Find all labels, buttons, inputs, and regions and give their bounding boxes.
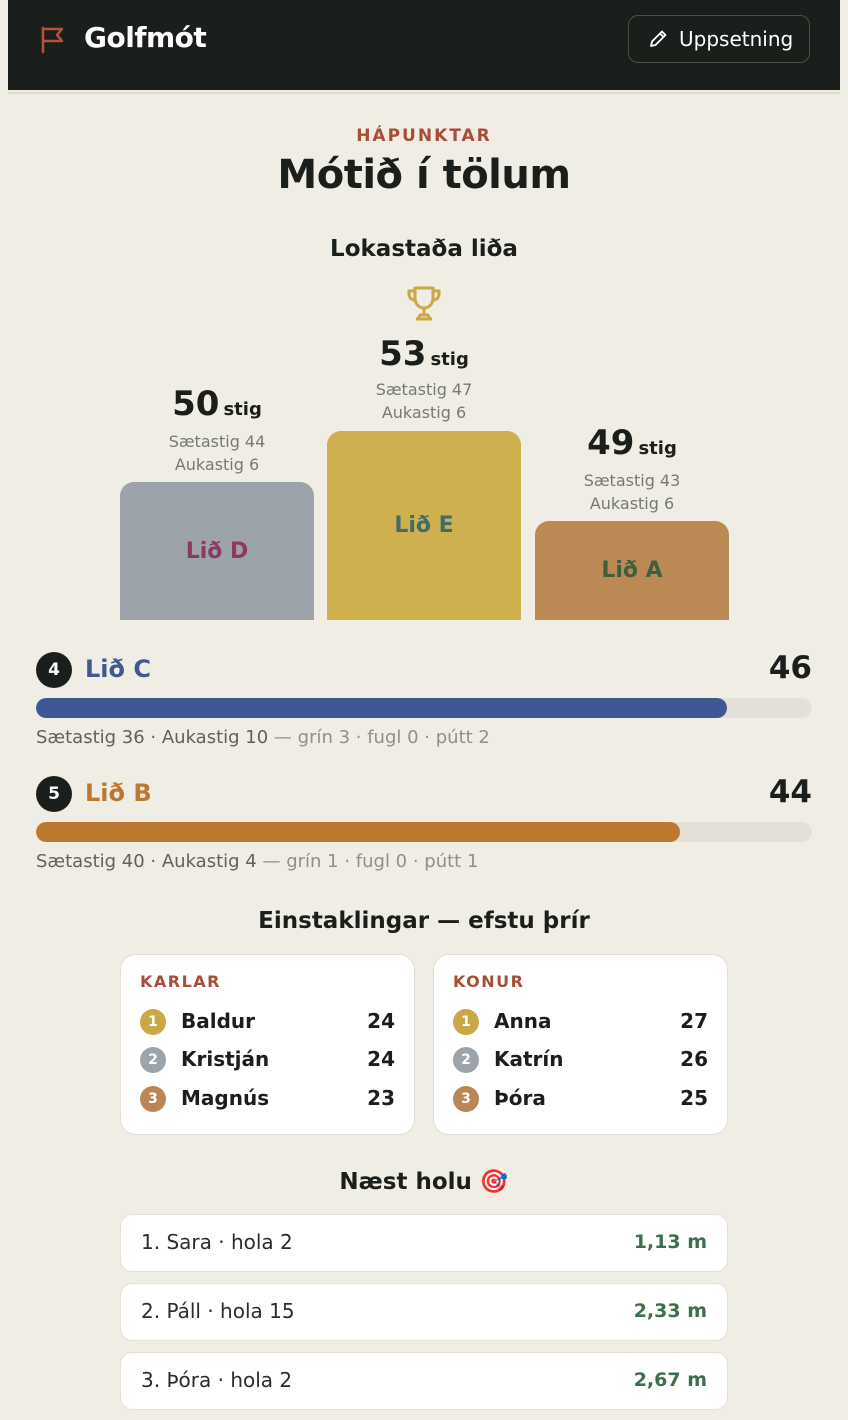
nearest-title-text: Næst holu (339, 1169, 472, 1195)
player-row: 3 Þóra 25 (453, 1085, 708, 1113)
player-score: 24 (367, 1047, 395, 1071)
podium-team: Lið A (601, 558, 663, 583)
men-card: KARLAR 1 Baldur 24 2 Kristján 24 3 Magnú… (120, 954, 415, 1135)
individuals-title: Einstaklingar — efstu þrír (258, 908, 590, 934)
podium-aukastig: Aukastig 6 (174, 455, 260, 474)
medal-badge: 1 (453, 1009, 479, 1035)
medal-badge: 2 (453, 1047, 479, 1073)
rank-points-detail: Sætastig 36 · Aukastig 10 (36, 727, 269, 748)
player-score: 23 (367, 1086, 395, 1110)
podium-saetastig: Sætastig 47 (375, 380, 473, 399)
rank-detail: Sætastig 40 · Aukastig 4 — grín 1 · fugl… (36, 851, 478, 872)
rank-row-4: 4 Lið C 46 (36, 650, 812, 690)
podium-info-1: 50 stig Sætastig 44 Aukastig 6 (120, 384, 314, 476)
nearest-distance: 2,67 m (633, 1369, 707, 1391)
list-item: 1. Sara · hola 2 1,13 m (120, 1214, 728, 1272)
setup-button[interactable]: Uppsetning (628, 15, 810, 63)
nearest-label: 3. Þóra · hola 2 (141, 1368, 293, 1392)
medal-badge: 1 (140, 1009, 166, 1035)
podium-saetastig: Sætastig 43 (583, 471, 681, 490)
rank-points-detail: Sætastig 40 · Aukastig 4 (36, 851, 257, 872)
progress-fill (36, 698, 727, 718)
card-heading: KONUR (453, 972, 525, 991)
player-name: Anna (494, 1009, 552, 1033)
rank-extra-detail: — grín 3 · fugl 0 · pútt 2 (268, 727, 490, 748)
podium-title: Lokastaða liða (330, 236, 518, 262)
podium-team: Lið D (185, 538, 249, 564)
points-unit: stig (223, 399, 262, 420)
player-name: Þóra (494, 1086, 546, 1110)
medal-badge: 2 (140, 1047, 166, 1073)
player-name: Baldur (181, 1009, 256, 1033)
card-heading: KARLAR (140, 972, 221, 991)
rank-extra-detail: — grín 1 · fugl 0 · pútt 1 (256, 851, 479, 872)
podium-block-2: Lið E (327, 431, 521, 620)
app-title: Golfmót (84, 21, 207, 54)
nearest-label: 2. Páll · hola 15 (141, 1299, 295, 1323)
podium-team: Lið E (394, 513, 454, 538)
podium-points: 50 (172, 384, 220, 424)
nearest-distance: 1,13 m (633, 1231, 707, 1253)
nearest-title: Næst holu 🎯 (0, 1168, 848, 1195)
podium-aukastig: Aukastig 6 (589, 494, 675, 513)
rank-team: Lið C (85, 655, 151, 683)
trophy-icon (407, 286, 441, 321)
pencil-icon (650, 30, 667, 47)
podium-block-3: Lið A (535, 521, 729, 620)
podium-saetastig: Sætastig 44 (168, 432, 266, 451)
podium-aukastig: Aukastig 6 (381, 403, 467, 422)
podium-points: 53 (379, 334, 427, 374)
player-score: 27 (680, 1009, 708, 1033)
player-score: 26 (680, 1047, 708, 1071)
nearest-distance: 2,33 m (633, 1300, 707, 1322)
list-item: 3. Þóra · hola 2 2,67 m (120, 1352, 728, 1410)
player-row: 2 Kristján 24 (140, 1046, 395, 1074)
podium-info-2: 53 stig Sætastig 47 Aukastig 6 (327, 334, 521, 424)
setup-button-label: Uppsetning (679, 27, 794, 51)
list-item: 2. Páll · hola 15 2,33 m (120, 1283, 728, 1341)
medal-badge: 3 (453, 1086, 479, 1112)
rank-team: Lið B (85, 779, 152, 807)
page-title: Mótið í tölum (277, 152, 571, 198)
divider (8, 92, 840, 94)
player-score: 24 (367, 1009, 395, 1033)
podium-block-1: Lið D (120, 482, 314, 620)
player-row: 3 Magnús 23 (140, 1085, 395, 1113)
player-row: 1 Baldur 24 (140, 1008, 395, 1036)
player-name: Kristján (181, 1047, 270, 1071)
points-unit: stig (430, 349, 469, 370)
rank-badge: 5 (36, 776, 72, 812)
podium-info-3: 49 stig Sætastig 43 Aukastig 6 (535, 423, 729, 515)
women-card: KONUR 1 Anna 27 2 Katrín 26 3 Þóra 25 (433, 954, 728, 1135)
player-name: Magnús (181, 1086, 270, 1110)
podium-points: 49 (587, 423, 635, 463)
flag-icon (41, 26, 64, 54)
player-score: 25 (680, 1086, 708, 1110)
medal-badge: 3 (140, 1086, 166, 1112)
target-icon: 🎯 (479, 1169, 509, 1195)
points-unit: stig (638, 438, 677, 459)
eyebrow-label: HÁPUNKTAR (356, 126, 492, 146)
rank-score: 46 (768, 650, 812, 686)
player-row: 1 Anna 27 (453, 1008, 708, 1036)
nearest-label: 1. Sara · hola 2 (141, 1230, 293, 1254)
progress-track (36, 822, 812, 842)
rank-badge: 4 (36, 652, 72, 688)
rank-score: 44 (768, 774, 812, 810)
player-row: 2 Katrín 26 (453, 1046, 708, 1074)
progress-track (36, 698, 812, 718)
rank-detail: Sætastig 36 · Aukastig 10 — grín 3 · fug… (36, 727, 490, 748)
progress-fill (36, 822, 681, 842)
player-name: Katrín (494, 1047, 564, 1071)
rank-row-5: 5 Lið B 44 (36, 774, 812, 814)
